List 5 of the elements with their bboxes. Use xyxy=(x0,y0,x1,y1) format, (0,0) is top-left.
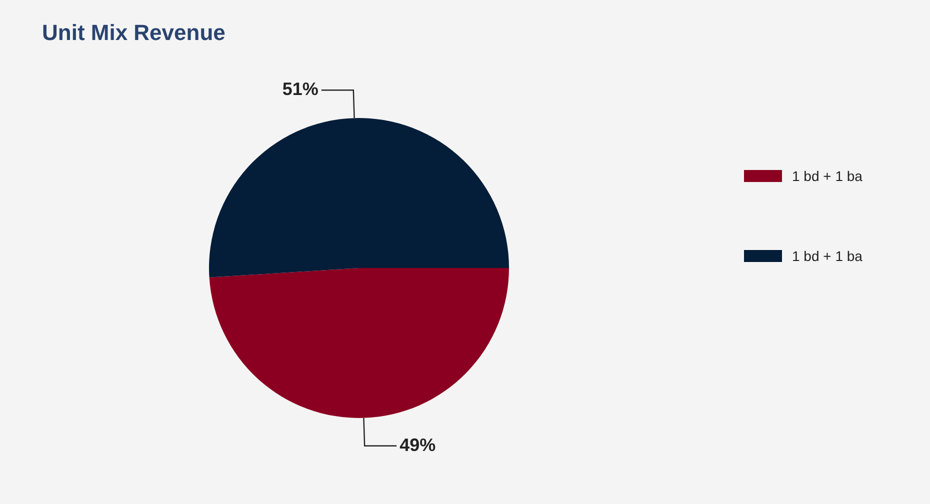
data-label: 51% xyxy=(282,79,318,100)
chart-title: Unit Mix Revenue xyxy=(42,20,226,46)
legend-label: 1 bd + 1 ba xyxy=(792,168,862,184)
data-label: 49% xyxy=(400,434,436,455)
legend-label: 1 bd + 1 ba xyxy=(792,248,862,264)
